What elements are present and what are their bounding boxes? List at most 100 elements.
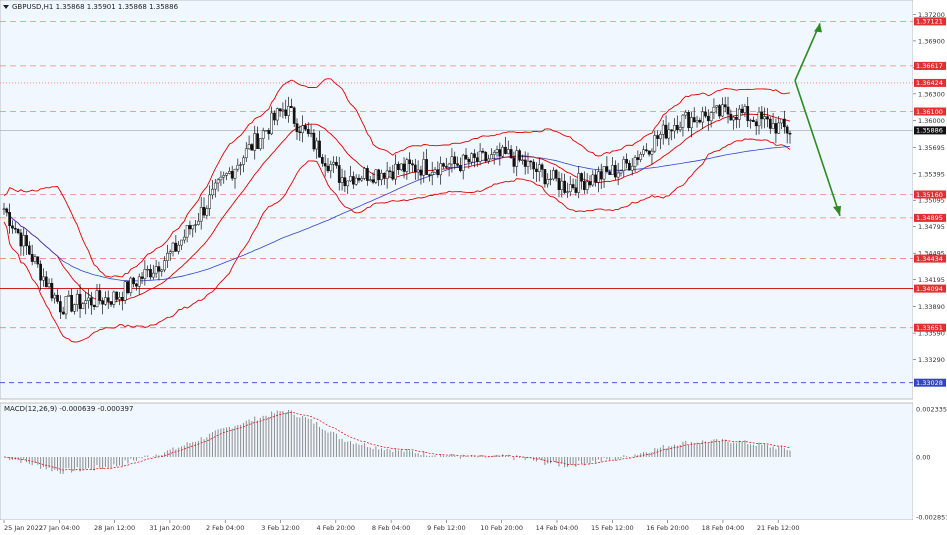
candle-body (70, 294, 73, 312)
candle-body (752, 119, 755, 122)
candle-body (523, 159, 527, 167)
candle-body (219, 176, 223, 181)
level-price-tag (914, 254, 946, 263)
candle-body (453, 156, 457, 164)
candle-body (464, 154, 468, 160)
level-price-tag (914, 61, 946, 70)
candle-body (135, 283, 138, 287)
bullish-arrow[interactable] (794, 23, 821, 81)
candle-body (574, 187, 578, 193)
candle-body (405, 159, 409, 172)
candle-body (202, 207, 206, 216)
candle-body (701, 111, 705, 123)
candle-body (766, 116, 769, 120)
candle-body (650, 150, 654, 155)
candle-body (690, 117, 693, 129)
candle-body (261, 130, 265, 139)
candle-body (104, 297, 107, 305)
time-tick: 25 Jan 2022 (4, 524, 43, 532)
macd-histogram (3, 410, 791, 474)
candle-body (182, 236, 186, 241)
time-tick: 8 Feb 04:00 (372, 524, 411, 532)
candle-body (577, 173, 581, 193)
candle-body (675, 125, 679, 131)
candle-body (721, 104, 724, 117)
candle-body (582, 180, 586, 190)
candle-body (377, 169, 381, 181)
bollinger-middle (3, 113, 791, 303)
candle-body (166, 252, 169, 261)
candle-body (247, 144, 251, 150)
candle-body (351, 176, 355, 185)
candle-body (188, 225, 192, 230)
triangle-down-icon[interactable] (3, 5, 9, 9)
candle-body (557, 178, 561, 190)
bearish-arrow[interactable] (794, 80, 841, 217)
candle-body (385, 170, 389, 179)
candle-body (149, 268, 152, 278)
candle-body (320, 157, 324, 164)
candle-body (242, 157, 245, 165)
candle-body (363, 168, 366, 179)
candle-body (177, 244, 181, 252)
candle-body (430, 171, 434, 175)
candle-body (709, 112, 713, 122)
candle-body (84, 300, 88, 304)
candle-body (529, 160, 533, 163)
candle-body (760, 111, 764, 120)
candle-body (28, 245, 31, 255)
macd-pane[interactable] (0, 402, 914, 521)
macd-tick: 0.00 (916, 454, 930, 462)
candle-body (563, 180, 566, 193)
candle-body (628, 162, 631, 171)
candle-body (53, 294, 57, 299)
level-price-tag (914, 190, 946, 199)
candle-body (185, 225, 189, 238)
candle-body (197, 220, 200, 225)
candle-body (749, 119, 752, 122)
candle-body (309, 132, 313, 135)
candle-body (687, 112, 690, 129)
candle-body (301, 125, 304, 134)
candle-body (774, 123, 778, 134)
candle-body (354, 177, 358, 185)
candle-body (225, 173, 228, 176)
candle-body (157, 266, 161, 272)
candle-body (228, 171, 231, 174)
candle-body (670, 129, 674, 132)
candle-body (123, 281, 127, 301)
time-tick: 18 Feb 04:00 (702, 524, 745, 532)
candle-body (571, 184, 575, 188)
candle-body (684, 112, 688, 116)
bollinger-lower (3, 138, 791, 343)
candle-body (599, 171, 603, 180)
price-tick: 1.37200 (918, 11, 945, 19)
candle-body (222, 175, 226, 178)
candle-body (546, 179, 550, 185)
time-tick: 3 Feb 12:00 (261, 524, 300, 532)
candle-body (444, 166, 448, 168)
candle-body (137, 276, 141, 287)
candle-body (382, 172, 386, 179)
candle-body (106, 297, 110, 302)
price-pane[interactable] (0, 0, 914, 400)
candle-body (608, 171, 612, 175)
candle-body (44, 276, 48, 288)
candle-body (8, 212, 11, 227)
candle-body (140, 276, 144, 279)
candle-body (2, 208, 6, 210)
candle-body (783, 118, 786, 128)
candle-body (763, 116, 766, 120)
candle-body (132, 277, 135, 285)
candle-body (594, 174, 597, 183)
candle-body (678, 126, 682, 131)
candle-body (118, 297, 121, 300)
candle-body (58, 301, 62, 313)
candle-body (473, 153, 476, 158)
candle-body (47, 282, 51, 288)
candle-body (349, 176, 352, 182)
candle-body (532, 161, 535, 170)
candle-body (537, 164, 541, 172)
